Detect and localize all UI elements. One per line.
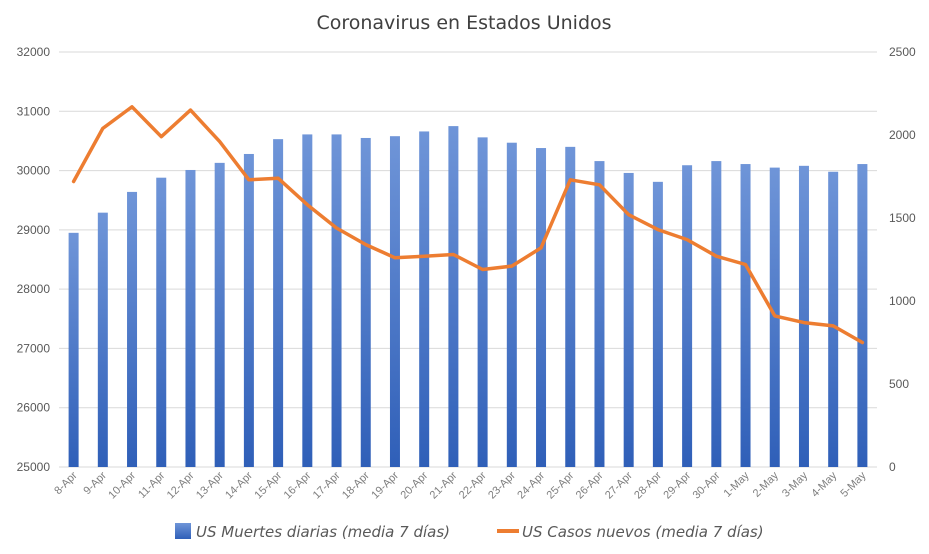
- bar: [243, 153, 254, 467]
- x-axis-tick-label: 13-Apr: [194, 469, 226, 501]
- bar: [185, 169, 196, 467]
- x-axis-tick-label: 18-Apr: [340, 469, 372, 501]
- x-axis-tick-label: 3-May: [780, 469, 810, 499]
- legend-label-bar: US Muertes diarias (media 7 días): [196, 523, 450, 541]
- bar: [623, 172, 634, 467]
- left-axis-tick-label: 25000: [17, 460, 51, 474]
- bar: [448, 126, 459, 467]
- bar: [682, 165, 693, 467]
- bar: [740, 164, 751, 468]
- legend-swatch-bar: [175, 523, 191, 539]
- x-axis-tick-label: 30-Apr: [691, 469, 723, 501]
- bar: [127, 191, 138, 467]
- left-axis-ticks: 25000 26000 27000 28000 29000 30000 31000 32000: [17, 45, 51, 474]
- left-axis-tick-label: 26000: [17, 401, 51, 415]
- bar-series: [68, 126, 868, 468]
- x-axis-tick-label: 26-Apr: [574, 469, 606, 501]
- x-axis-tick-label: 28-Apr: [632, 469, 664, 501]
- x-axis-tick-label: 15-Apr: [252, 469, 284, 501]
- bar: [389, 136, 400, 467]
- right-axis-tick-label: 1500: [889, 211, 916, 225]
- bar: [857, 164, 868, 468]
- right-axis-tick-label: 2000: [889, 128, 916, 142]
- bar: [652, 181, 663, 468]
- left-axis-tick-label: 31000: [17, 104, 51, 118]
- x-axis-tick-label: 14-Apr: [223, 469, 255, 501]
- x-axis-tick-label: 25-Apr: [545, 469, 577, 501]
- right-axis-ticks: 0 500 1000 1500 2000 2500: [889, 45, 916, 474]
- bar: [97, 212, 108, 467]
- x-axis-tick-label: 5-May: [838, 469, 868, 499]
- bar: [419, 131, 430, 467]
- right-axis-tick-label: 1000: [889, 294, 916, 308]
- bar: [711, 161, 722, 468]
- left-axis-tick-label: 27000: [17, 341, 51, 355]
- x-axis-tick-label: 17-Apr: [311, 469, 343, 501]
- bar: [828, 171, 839, 467]
- bar: [506, 142, 517, 467]
- x-axis-tick-label: 8-Apr: [52, 469, 80, 497]
- x-axis-tick-label: 27-Apr: [603, 469, 635, 501]
- right-axis-tick-label: 0: [889, 460, 896, 474]
- left-axis-tick-label: 32000: [17, 45, 51, 59]
- x-axis-tick-label: 4-May: [809, 469, 839, 499]
- bar: [477, 137, 488, 467]
- right-axis-tick-label: 500: [889, 377, 909, 391]
- chart-title: Coronavirus en Estados Unidos: [316, 12, 611, 34]
- bar: [331, 134, 342, 467]
- bar: [273, 139, 284, 467]
- x-axis-tick-label: 22-Apr: [457, 469, 489, 501]
- bar: [360, 137, 371, 467]
- series-line-casos: [71, 105, 865, 345]
- x-axis-tick-label: 12-Apr: [165, 469, 197, 501]
- x-axis-tick-label: 20-Apr: [398, 469, 430, 501]
- right-axis-tick-label: 2500: [889, 45, 916, 59]
- x-axis-tick-label: 21-Apr: [428, 469, 460, 501]
- x-axis-ticks: 8-Apr 9-Apr10-Apr11-Apr12-Apr13-Apr14-Apr…: [52, 469, 869, 501]
- left-axis-tick-label: 30000: [17, 164, 51, 178]
- x-axis-tick-label: 29-Apr: [661, 469, 693, 501]
- legend-label-line: US Casos nuevos (media 7 días): [522, 523, 764, 541]
- gridlines: [59, 51, 877, 468]
- bar: [594, 161, 605, 468]
- x-axis-tick-label: 10-Apr: [106, 469, 138, 501]
- x-axis-tick-label: 23-Apr: [486, 469, 518, 501]
- bar: [798, 165, 809, 468]
- x-axis-tick-label: 19-Apr: [369, 469, 401, 501]
- bar: [536, 148, 547, 468]
- x-axis-tick-label: 2-May: [751, 469, 781, 499]
- bar: [565, 146, 576, 467]
- x-axis-tick-label: 16-Apr: [282, 469, 314, 501]
- left-axis-tick-label: 28000: [17, 282, 51, 296]
- bar: [302, 134, 313, 467]
- x-axis-tick-label: 11-Apr: [136, 469, 167, 500]
- x-axis-tick-label: 1-May: [722, 469, 752, 499]
- bar: [68, 232, 79, 467]
- bar: [156, 177, 167, 467]
- legend: US Muertes diarias (media 7 días) US Cas…: [175, 523, 764, 541]
- left-axis-tick-label: 29000: [17, 223, 51, 237]
- x-axis-tick-label: 24-Apr: [515, 469, 547, 501]
- line-series: [71, 105, 865, 345]
- bar: [214, 162, 225, 467]
